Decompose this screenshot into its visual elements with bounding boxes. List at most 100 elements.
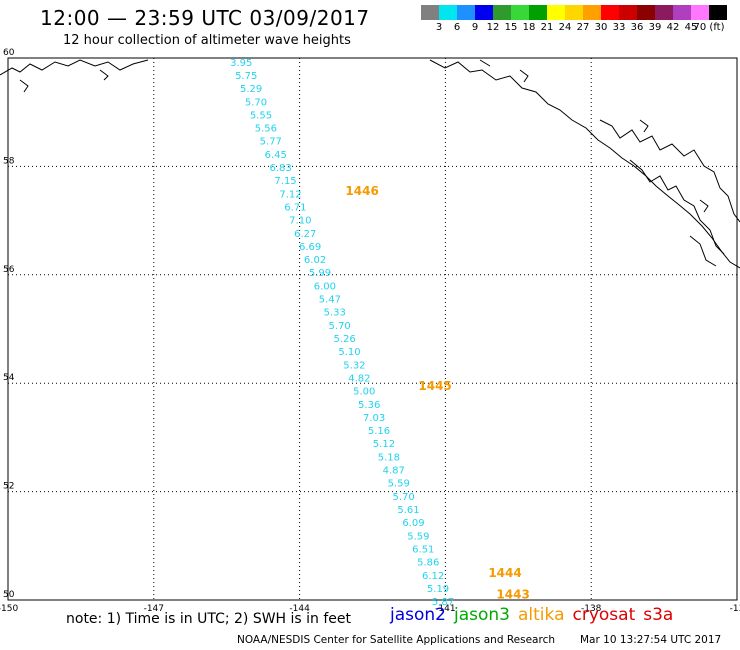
pass-number: 1445 [418, 379, 451, 393]
swh-value: 5.77 [260, 137, 282, 148]
swh-value: 6.71 [284, 202, 306, 213]
pass-labels: 1446 1445 1444 1443 [345, 184, 529, 602]
swh-value: 7.10 [289, 216, 311, 227]
swh-value: 4.87 [383, 466, 405, 477]
satellite-legend: jason2 jason3 altika cryosat s3a [390, 605, 681, 625]
swh-value: 5.33 [324, 308, 346, 319]
color-scale-label: 30 [594, 22, 608, 33]
longitude-tick-labels: -150 -147 -144 -141 -138 -13 [0, 604, 740, 614]
color-scale-label: 3 [435, 22, 443, 33]
color-swatch-8 [565, 5, 583, 20]
color-swatch-7 [547, 5, 565, 20]
lat-lon-grid [7, 57, 738, 601]
color-scale-labels: 3 6 9 12 15 18 21 24 27 30 33 36 39 42 45 70 (ft) [421, 20, 727, 36]
swh-value: 5.59 [388, 479, 410, 490]
swh-value: 5.32 [343, 360, 365, 371]
color-scale-swatches [421, 5, 727, 20]
color-swatch-9 [583, 5, 601, 20]
swh-value: 6.45 [265, 150, 287, 161]
alaska-coastline [0, 59, 740, 269]
color-swatch-16 [709, 5, 727, 20]
swh-value: 5.12 [373, 439, 395, 450]
swh-value: 5.00 [353, 387, 375, 398]
swh-value: 5.19 [427, 584, 449, 595]
color-swatch-15 [691, 5, 709, 20]
swh-value: 5.36 [358, 400, 380, 411]
color-scale-label: 9 [471, 22, 479, 33]
swh-value: 5.99 [309, 268, 331, 279]
swh-value: 7.03 [363, 413, 385, 424]
swh-value: 5.87 [432, 597, 454, 608]
latitude-tick: 58 [3, 156, 15, 166]
coastline-north [0, 59, 740, 269]
swh-value: 5.18 [378, 452, 400, 463]
color-swatch-5 [511, 5, 529, 20]
latitude-tick: 50 [3, 590, 15, 600]
color-scale-label: 39 [648, 22, 662, 33]
swh-value: 6.27 [294, 229, 316, 240]
swh-value: 5.70 [329, 321, 351, 332]
pass-number: 1444 [488, 566, 521, 580]
color-scale-label: 21 [540, 22, 554, 33]
color-swatch-10 [601, 5, 619, 20]
color-scale-label: 42 [666, 22, 680, 33]
color-scale-label: 45 [684, 22, 698, 33]
pass-number: 1446 [345, 184, 378, 198]
color-swatch-2 [457, 5, 475, 20]
swh-value: 5.55 [250, 110, 272, 121]
color-scale-label: 27 [576, 22, 590, 33]
color-swatch-12 [637, 5, 655, 20]
legend-cryosat: cryosat [572, 605, 636, 625]
latitude-tick-labels: 60 58 56 54 52 50 [3, 48, 15, 600]
map-title: 12:00 — 23:59 UTC 03/09/2017 [40, 6, 370, 30]
swh-value: 5.70 [392, 492, 414, 503]
legend-jason3: jason3 [454, 605, 510, 625]
coastline-islands [19, 59, 709, 213]
swh-value: 5.29 [240, 84, 262, 95]
color-swatch-11 [619, 5, 637, 20]
color-swatch-14 [673, 5, 691, 20]
swh-value: 5.75 [235, 71, 257, 82]
swh-value: 6.00 [314, 281, 336, 292]
swh-value: 5.56 [255, 124, 277, 135]
swh-value: 6.51 [412, 544, 434, 555]
legend-jason2: jason2 [390, 605, 446, 625]
legend-s3a: s3a [643, 605, 674, 625]
swh-value: 7.12 [279, 189, 301, 200]
swh-value: 5.47 [319, 295, 341, 306]
latitude-tick: 60 [3, 48, 15, 58]
color-swatch-3 [475, 5, 493, 20]
map-subtitle: 12 hour collection of altimeter wave hei… [63, 33, 351, 48]
longitude-tick: -150 [0, 604, 18, 614]
longitude-tick: -138 [581, 604, 602, 614]
swh-values: 3.95 5.75 5.29 5.70 5.55 5.56 5.77 6.45 6.83 7.15… [230, 58, 454, 608]
color-swatch-4 [493, 5, 511, 20]
longitude-tick: -141 [435, 604, 455, 614]
map-frame [7, 57, 738, 601]
color-swatch-1 [439, 5, 457, 20]
swh-value: 6.69 [299, 242, 321, 253]
color-scale-label: 18 [522, 22, 536, 33]
pass-number: 1443 [496, 588, 529, 602]
longitude-tick: -147 [144, 604, 164, 614]
longitude-tick: -13 [730, 604, 740, 614]
swh-value: 4.82 [348, 373, 370, 384]
swh-value: 6.12 [422, 571, 444, 582]
color-scale-label: 12 [486, 22, 500, 33]
latitude-tick: 54 [3, 373, 15, 383]
color-swatch-13 [655, 5, 673, 20]
color-swatch-6 [529, 5, 547, 20]
coastline-panhandle [599, 119, 740, 267]
swh-value: 6.83 [270, 163, 292, 174]
latitude-tick: 52 [3, 482, 14, 492]
color-scale-label: 24 [558, 22, 572, 33]
swh-value: 5.86 [417, 558, 439, 569]
swh-value: 5.59 [407, 531, 429, 542]
swh-value: 6.02 [304, 255, 326, 266]
swh-value: 5.26 [333, 334, 355, 345]
color-scale-label: 15 [504, 22, 518, 33]
swh-value: 7.15 [274, 176, 296, 187]
swh-value: 5.16 [368, 426, 390, 437]
swh-value: 3.95 [230, 58, 252, 69]
